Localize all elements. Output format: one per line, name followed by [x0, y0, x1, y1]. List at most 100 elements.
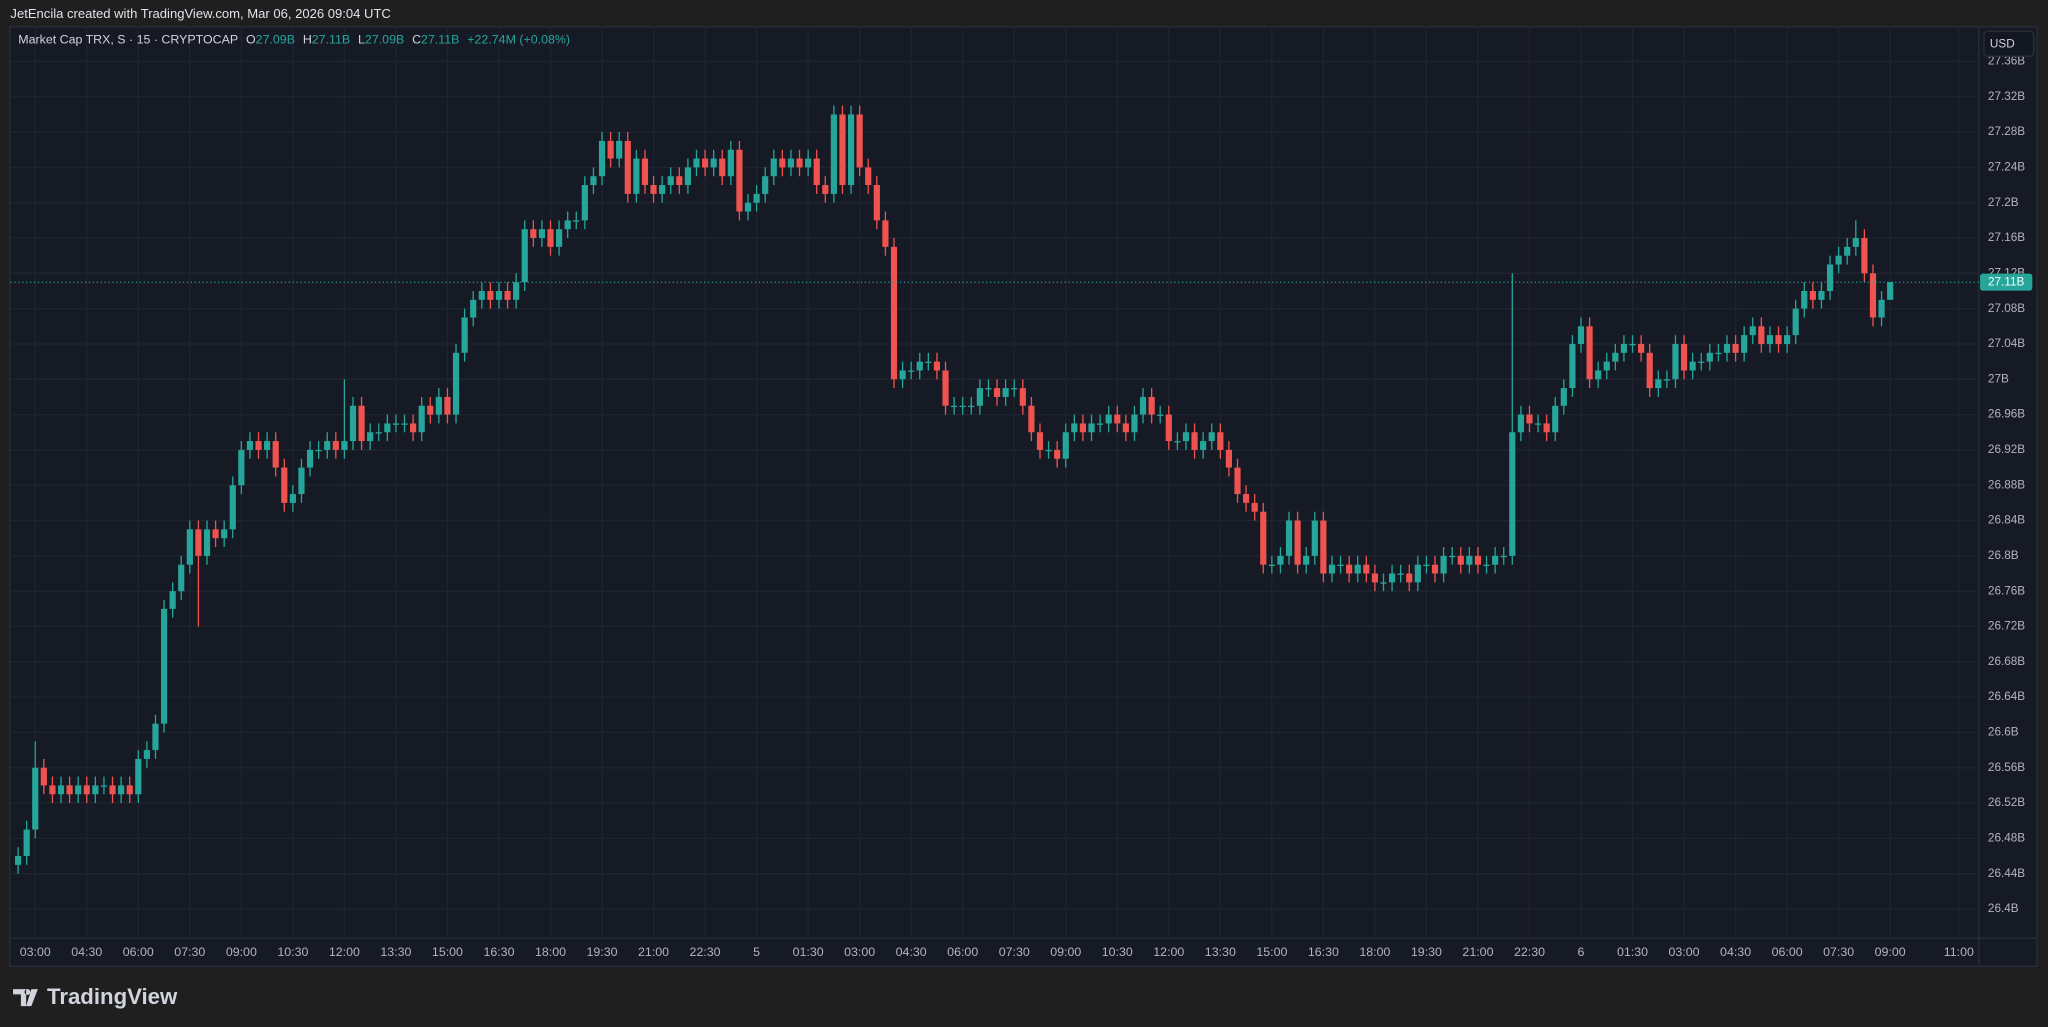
- candle-body: [1741, 335, 1748, 353]
- candle-body: [332, 441, 339, 450]
- candle-body: [624, 140, 631, 194]
- candle-body: [246, 441, 254, 450]
- x-tick-label: 09:00: [1050, 945, 1081, 959]
- candle-body: [1646, 352, 1653, 389]
- candle-body: [289, 494, 296, 503]
- candle-body: [1328, 564, 1336, 574]
- candle-body: [135, 758, 142, 795]
- legend-title: Market Cap TRX, S · 15 · CRYPTOCAP: [18, 33, 238, 47]
- candle-body: [75, 785, 82, 795]
- attribution: JetEncila created with TradingView.com, …: [10, 6, 390, 21]
- candle-body: [1749, 326, 1756, 336]
- candle-body: [1586, 326, 1593, 380]
- candle-body: [882, 220, 889, 247]
- candle-body: [1801, 290, 1808, 309]
- candle-body: [495, 290, 503, 300]
- currency-label: USD: [1990, 38, 2015, 51]
- candle-body: [1483, 564, 1490, 566]
- candle-body: [1844, 246, 1851, 256]
- x-tick-label: 10:30: [277, 945, 308, 959]
- candle-body: [1285, 520, 1293, 556]
- candle-body: [976, 388, 983, 406]
- candle-body: [1045, 449, 1052, 452]
- candle-body: [1114, 414, 1121, 424]
- candle-body: [616, 140, 623, 159]
- legend-high-label: H: [303, 33, 312, 47]
- candle-body: [452, 352, 460, 415]
- x-tick-label: 15:00: [1256, 945, 1287, 959]
- logo-icon: [13, 989, 38, 1007]
- candle-body: [1835, 255, 1842, 265]
- y-tick-label: 26.44B: [1988, 867, 2025, 880]
- candle-body: [1723, 343, 1731, 353]
- x-tick-label: 07:30: [999, 945, 1030, 959]
- y-tick-label: 27.32B: [1988, 90, 2025, 103]
- candle-body: [1560, 388, 1567, 406]
- candle-body: [461, 317, 468, 353]
- x-tick-label: 15:00: [432, 945, 463, 959]
- candle-body: [1268, 564, 1275, 566]
- y-tick-label: 26.4B: [1988, 902, 2019, 915]
- y-tick-label: 26.6B: [1988, 726, 2019, 739]
- candle-body: [186, 529, 193, 565]
- candle-body: [856, 114, 863, 168]
- candle-body: [1457, 555, 1464, 565]
- candle-body: [547, 229, 554, 247]
- candle-body: [1260, 511, 1267, 565]
- candle-body: [315, 449, 322, 452]
- candle-body: [195, 529, 202, 556]
- candle-body: [1380, 582, 1387, 584]
- x-tick-label: 03:00: [844, 945, 875, 959]
- candle-body: [1603, 361, 1610, 371]
- x-tick-label: 18:00: [1359, 945, 1390, 959]
- candle-body: [1758, 326, 1765, 344]
- candle-body: [744, 202, 752, 212]
- candle-body: [160, 608, 168, 724]
- candle-body: [367, 432, 374, 442]
- y-tick-label: 26.64B: [1988, 690, 2025, 703]
- candle-body: [968, 405, 975, 408]
- legend-close: 27.11B: [421, 33, 459, 47]
- candle-body: [92, 785, 99, 795]
- candle-body: [1036, 432, 1044, 450]
- candle-body: [1088, 423, 1095, 433]
- y-tick-label: 26.56B: [1988, 761, 2025, 774]
- candle-body: [710, 158, 717, 168]
- candle-body: [701, 158, 709, 168]
- x-tick-label: 12:00: [329, 945, 360, 959]
- candle-body: [667, 176, 674, 186]
- candle-body: [83, 785, 90, 795]
- candle-body: [538, 229, 546, 239]
- candle-body: [1826, 264, 1834, 291]
- candle-body: [221, 529, 228, 539]
- candle-body: [684, 167, 691, 186]
- x-tick-label: 22:30: [690, 945, 721, 959]
- candle-body: [985, 388, 992, 390]
- candle-body: [1680, 343, 1688, 371]
- candle-body: [1784, 335, 1791, 344]
- candle-body: [1217, 432, 1224, 450]
- candle-body: [676, 176, 683, 186]
- currency-button[interactable]: [1983, 30, 2035, 57]
- candle-body: [444, 396, 451, 415]
- candle-body: [298, 467, 305, 495]
- candle-body: [324, 441, 331, 450]
- candle-body: [143, 750, 150, 759]
- axes: 27.36B27.32B27.28B27.24B27.2B27.16B27.12…: [20, 55, 2033, 959]
- candle-body: [951, 405, 958, 408]
- last-price-badge: [1980, 273, 2033, 291]
- y-tick-label: 27.36B: [1988, 55, 2025, 68]
- y-tick-label: 26.96B: [1988, 408, 2025, 421]
- candle-body: [349, 405, 357, 442]
- candle-body: [1629, 343, 1636, 346]
- y-tick-label: 26.88B: [1988, 478, 2025, 491]
- x-tick-label: 19:30: [1411, 945, 1442, 959]
- x-tick-label: 04:30: [896, 945, 927, 959]
- candle-body: [1406, 573, 1413, 583]
- legend-low: 27.09B: [365, 33, 404, 47]
- candle-body: [1423, 564, 1430, 566]
- candle-body: [530, 229, 537, 239]
- candle-body: [693, 158, 700, 168]
- candle-body: [1148, 396, 1155, 415]
- candle-body: [1191, 432, 1198, 450]
